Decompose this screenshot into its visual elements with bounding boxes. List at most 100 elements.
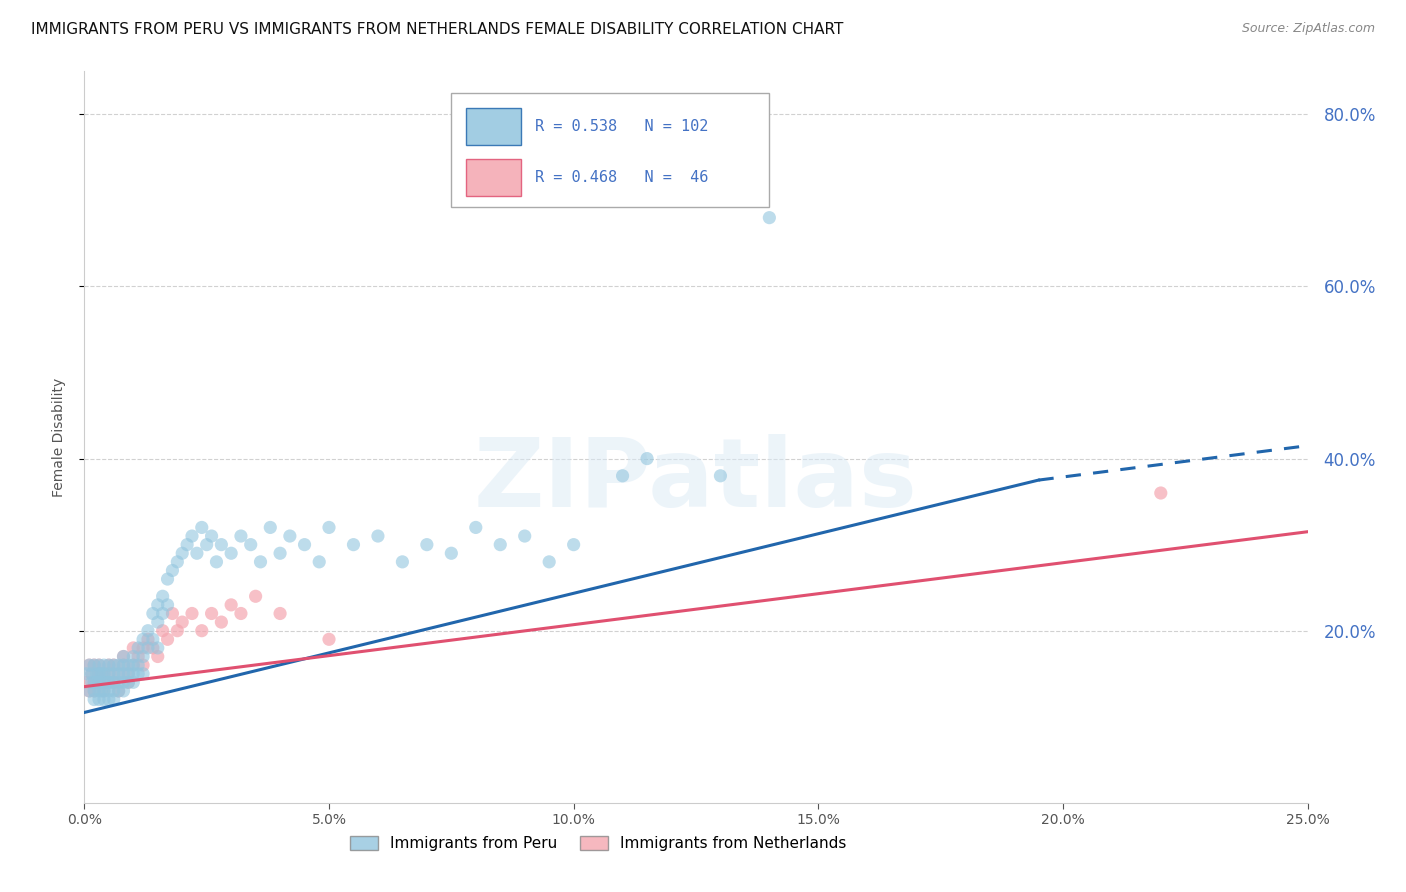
FancyBboxPatch shape <box>465 108 522 145</box>
Point <box>87 658 110 673</box>
Legend: Immigrants from Peru, Immigrants from Netherlands: Immigrants from Peru, Immigrants from Ne… <box>344 830 852 857</box>
Point <box>103 675 125 690</box>
Point <box>77 658 100 673</box>
Point <box>103 692 125 706</box>
Point <box>152 624 174 638</box>
Point <box>112 666 135 681</box>
Point <box>219 598 242 612</box>
Point <box>76 675 98 690</box>
Point <box>758 211 780 225</box>
Point <box>172 546 194 560</box>
Point <box>83 658 105 673</box>
Point <box>132 649 155 664</box>
Point <box>259 520 281 534</box>
Point <box>391 555 413 569</box>
Point <box>87 684 110 698</box>
Point <box>440 546 463 560</box>
Point <box>209 538 232 552</box>
Point <box>122 640 145 655</box>
Point <box>132 640 155 655</box>
Point <box>636 451 658 466</box>
Point <box>83 684 105 698</box>
Point <box>93 675 115 690</box>
Point <box>181 529 204 543</box>
Point <box>162 564 184 578</box>
Point <box>93 675 115 690</box>
Point <box>367 529 389 543</box>
Point <box>132 666 155 681</box>
Point <box>87 692 110 706</box>
Point <box>77 684 100 698</box>
Point <box>132 658 155 673</box>
Point <box>269 607 291 621</box>
Point <box>97 684 120 698</box>
Point <box>416 538 439 552</box>
Point <box>97 658 120 673</box>
Point <box>80 675 103 690</box>
Point <box>186 546 208 560</box>
Point <box>103 666 125 681</box>
Point <box>146 615 169 629</box>
Point <box>107 666 129 681</box>
Point <box>83 658 105 673</box>
Point <box>209 615 232 629</box>
Text: R = 0.538   N = 102: R = 0.538 N = 102 <box>534 119 707 134</box>
Point <box>127 640 149 655</box>
Point <box>77 658 100 673</box>
Point <box>172 615 194 629</box>
Text: ZIPatlas: ZIPatlas <box>474 434 918 527</box>
Point <box>162 607 184 621</box>
Point <box>93 684 115 698</box>
Point <box>489 538 512 552</box>
Point <box>122 658 145 673</box>
Point <box>83 675 105 690</box>
Point <box>142 607 165 621</box>
Point <box>152 607 174 621</box>
Point <box>136 632 159 647</box>
Point <box>127 649 149 664</box>
Point <box>87 666 110 681</box>
Point <box>107 675 129 690</box>
Point <box>117 658 139 673</box>
Point <box>200 529 222 543</box>
Point <box>709 468 731 483</box>
Point <box>93 692 115 706</box>
Point <box>278 529 301 543</box>
Point <box>142 640 165 655</box>
Point <box>86 675 108 690</box>
Point <box>132 632 155 647</box>
Point <box>152 589 174 603</box>
Point <box>176 538 198 552</box>
Point <box>122 666 145 681</box>
Point <box>181 607 204 621</box>
Point <box>294 538 316 552</box>
Point <box>83 675 105 690</box>
Point <box>612 468 634 483</box>
Point <box>318 520 340 534</box>
Point <box>156 632 179 647</box>
Point <box>112 649 135 664</box>
Point <box>229 529 252 543</box>
Point <box>117 675 139 690</box>
Point <box>191 624 214 638</box>
Point <box>80 666 103 681</box>
Point <box>117 666 139 681</box>
Point <box>87 675 110 690</box>
Text: IMMIGRANTS FROM PERU VS IMMIGRANTS FROM NETHERLANDS FEMALE DISABILITY CORRELATIO: IMMIGRANTS FROM PERU VS IMMIGRANTS FROM … <box>31 22 844 37</box>
Point <box>77 684 100 698</box>
Point <box>117 675 139 690</box>
Point <box>117 666 139 681</box>
Point <box>229 607 252 621</box>
Point <box>146 598 169 612</box>
Point <box>538 555 561 569</box>
Point <box>122 649 145 664</box>
Y-axis label: Female Disability: Female Disability <box>52 377 66 497</box>
Point <box>97 666 120 681</box>
Point <box>122 658 145 673</box>
Point <box>166 624 188 638</box>
Point <box>200 607 222 621</box>
FancyBboxPatch shape <box>465 159 522 195</box>
Point <box>83 684 105 698</box>
Point <box>97 658 120 673</box>
Point <box>112 658 135 673</box>
